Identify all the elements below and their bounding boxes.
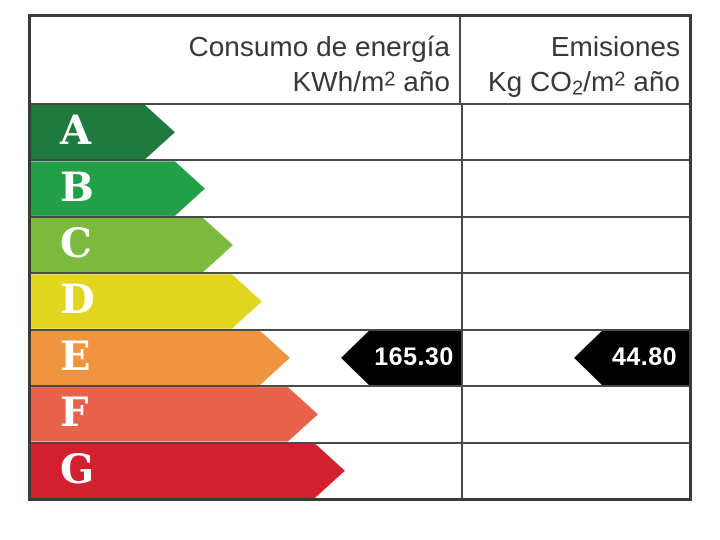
- grade-arrow-e: E: [31, 331, 290, 385]
- emissions-cell-g: [463, 444, 689, 498]
- consumption-cell-d: D: [31, 274, 463, 329]
- consumption-value: 165.30: [374, 343, 454, 372]
- grade-letter-e: E: [60, 333, 91, 381]
- grade-letter-d: D: [60, 276, 95, 324]
- consumption-cell-f: F: [31, 387, 463, 442]
- emissions-cell-a: [463, 105, 689, 159]
- emissions-value-arrow: 44.80: [574, 330, 689, 386]
- emissions-cell-d: [463, 274, 689, 328]
- grade-letter-c: C: [60, 220, 92, 268]
- emissions-header-line2: Kg CO2/m2 año: [487, 65, 680, 100]
- rating-rows: A B C D E 165.30 44.80 F G: [31, 105, 689, 498]
- consumption-cell-a: A: [31, 105, 463, 160]
- grade-arrow-g: G: [31, 444, 345, 498]
- rating-row-a: A: [31, 105, 689, 160]
- table-header: Consumo de energía KWh/m2 año Emisiones …: [31, 17, 689, 105]
- rating-row-d: D: [31, 272, 689, 329]
- consumption-value-arrow: 165.30: [341, 330, 461, 386]
- consumption-header: Consumo de energía KWh/m2 año: [31, 17, 461, 103]
- consumption-header-line2: KWh/m2 año: [292, 65, 451, 97]
- emissions-cell-c: [463, 218, 689, 272]
- grade-letter-a: A: [60, 107, 92, 155]
- grade-arrow-a: A: [31, 105, 175, 159]
- grade-arrow-c: C: [31, 218, 233, 272]
- rating-row-e: E 165.30 44.80: [31, 328, 689, 386]
- rating-row-f: F: [31, 385, 689, 442]
- consumption-cell-e: E 165.30: [31, 330, 463, 386]
- rating-row-c: C: [31, 215, 689, 273]
- grade-letter-f: F: [60, 389, 89, 437]
- energy-rating-table: Consumo de energía KWh/m2 año Emisiones …: [28, 14, 692, 501]
- grade-arrow-d: D: [31, 274, 262, 328]
- rating-row-g: G: [31, 441, 689, 498]
- emissions-cell-e: 44.80: [463, 330, 689, 386]
- emissions-cell-f: [463, 387, 689, 441]
- consumption-cell-g: G: [31, 443, 463, 498]
- consumption-cell-c: C: [31, 217, 463, 273]
- emissions-cell-b: [463, 161, 689, 215]
- grade-letter-g: G: [60, 445, 95, 493]
- emissions-header: Emisiones Kg CO2/m2 año: [461, 17, 689, 103]
- grade-arrow-f: F: [31, 387, 318, 441]
- rating-row-b: B: [31, 159, 689, 216]
- emissions-header-line1: Emisiones: [550, 31, 680, 62]
- emissions-value: 44.80: [611, 343, 678, 372]
- consumption-header-line1: Consumo de energía: [188, 31, 450, 62]
- grade-letter-b: B: [60, 163, 94, 211]
- grade-arrow-b: B: [31, 161, 205, 215]
- consumption-cell-b: B: [31, 161, 463, 216]
